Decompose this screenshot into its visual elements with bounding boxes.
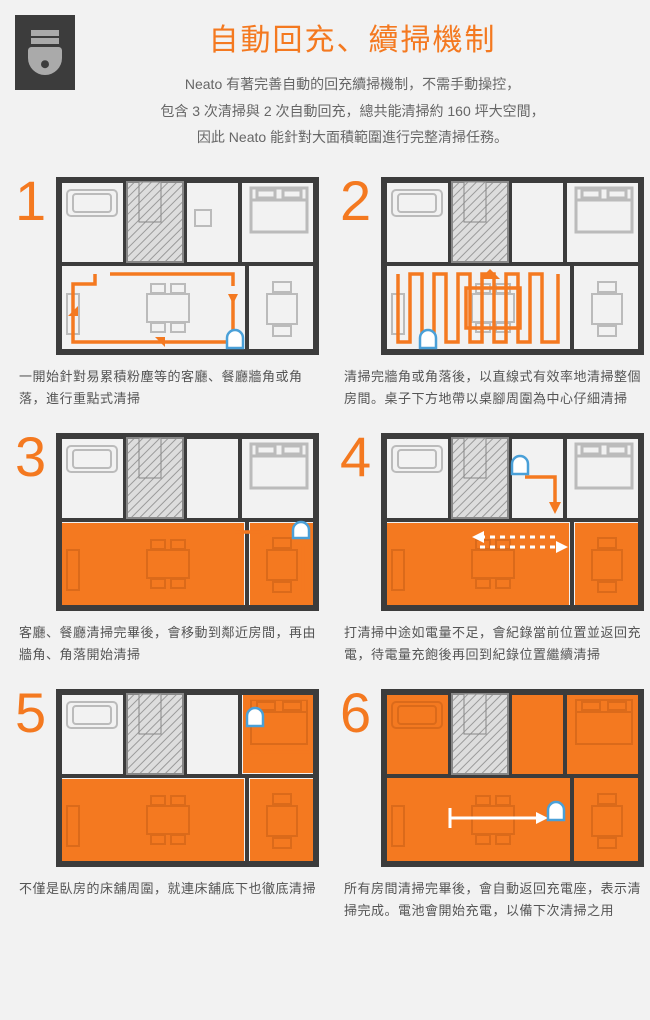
page-subtitle: Neato 有著完善自動的回充續掃機制，不需手動操控， 包含 3 次清掃與 2 … bbox=[95, 71, 610, 151]
floorplan-5 bbox=[55, 688, 320, 868]
step-4: 4 bbox=[340, 432, 645, 666]
step-5: 5 bbox=[15, 688, 320, 922]
step-number: 6 bbox=[340, 688, 380, 738]
step-6: 6 bbox=[340, 688, 645, 922]
floorplan-1 bbox=[55, 176, 320, 356]
floorplan-3 bbox=[55, 432, 320, 612]
step-number: 2 bbox=[340, 176, 380, 226]
floorplan-6 bbox=[380, 688, 645, 868]
app-icon bbox=[15, 15, 75, 90]
step-caption: 一開始針對易累積粉塵等的客廳、餐廳牆角或角落，進行重點式清掃 bbox=[19, 366, 320, 410]
step-1: 1 bbox=[15, 176, 320, 410]
step-caption: 打清掃中途如電量不足，會紀錄當前位置並返回充電，待電量充飽後再回到紀錄位置繼續清… bbox=[344, 622, 645, 666]
floorplan-2 bbox=[380, 176, 645, 356]
step-number: 4 bbox=[340, 432, 380, 482]
step-number: 3 bbox=[15, 432, 55, 482]
step-caption: 不僅是臥房的床舖周圍，就連床舖底下也徹底清掃 bbox=[19, 878, 320, 900]
step-number: 1 bbox=[15, 176, 55, 226]
step-caption: 客廳、餐廳清掃完畢後，會移動到鄰近房間，再由牆角、角落開始清掃 bbox=[19, 622, 320, 666]
step-caption: 所有房間清掃完畢後，會自動返回充電座，表示清掃完成。電池會開始充電，以備下次清掃… bbox=[344, 878, 645, 922]
page-title: 自動回充、續掃機制 bbox=[95, 15, 610, 59]
step-2: 2 bbox=[340, 176, 645, 410]
steps-grid: 1 bbox=[0, 151, 650, 923]
step-number: 5 bbox=[15, 688, 55, 738]
step-3: 3 bbox=[15, 432, 320, 666]
step-caption: 清掃完牆角或角落後，以直線式有效率地清掃整個房間。桌子下方地帶以桌腳周圍為中心仔… bbox=[344, 366, 645, 410]
floorplan-4 bbox=[380, 432, 645, 612]
